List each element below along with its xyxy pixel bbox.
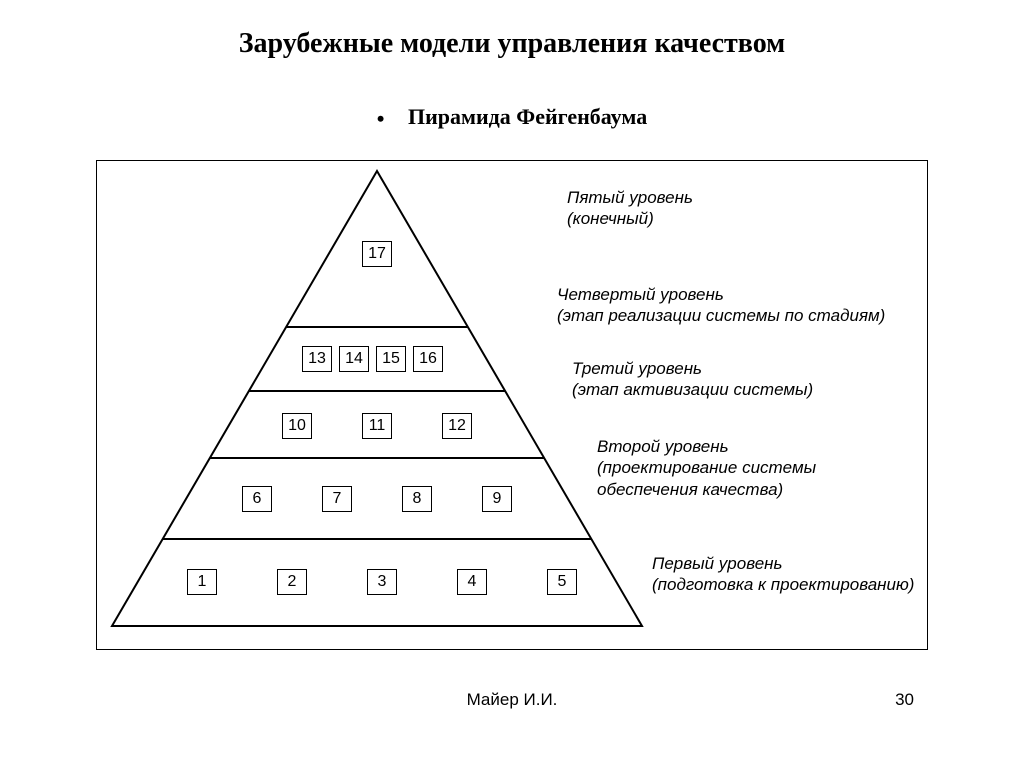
- pyramid-cell-2: 2: [277, 569, 307, 595]
- slide: Зарубежные модели управления качеством •…: [0, 0, 1024, 767]
- pyramid-cell-3: 3: [367, 569, 397, 595]
- subtitle-row: • Пирамида Фейгенбаума: [0, 104, 1024, 132]
- bullet-icon: •: [377, 106, 385, 132]
- pyramid-cell-7: 7: [322, 486, 352, 512]
- level-note: (этап реализации системы по стадиям): [557, 305, 885, 326]
- footer-author: Майер И.И.: [0, 690, 1024, 710]
- footer-page-number: 30: [895, 690, 914, 710]
- level-title: Первый уровень: [652, 553, 914, 574]
- diagram-frame: 1713141516101112678912345 Пятый уровень(…: [96, 160, 928, 650]
- level-note: обеспечения качества): [597, 479, 816, 500]
- pyramid-cell-5: 5: [547, 569, 577, 595]
- level-note: (проектирование системы: [597, 457, 816, 478]
- pyramid-cell-10: 10: [282, 413, 312, 439]
- pyramid-cell-16: 16: [413, 346, 443, 372]
- level-title: Второй уровень: [597, 436, 816, 457]
- pyramid-cell-1: 1: [187, 569, 217, 595]
- pyramid-cell-11: 11: [362, 413, 392, 439]
- page-title: Зарубежные модели управления качеством: [0, 28, 1024, 60]
- pyramid-triangle: [112, 171, 642, 626]
- level-label-level1: Первый уровень(подготовка к проектирован…: [652, 553, 914, 596]
- pyramid-cell-6: 6: [242, 486, 272, 512]
- pyramid-cell-9: 9: [482, 486, 512, 512]
- level-label-level3: Третий уровень(этап активизации системы): [572, 358, 813, 401]
- level-label-level4: Четвертый уровень(этап реализации систем…: [557, 284, 885, 327]
- level-title: Пятый уровень: [567, 187, 693, 208]
- level-note: (подготовка к проектированию): [652, 574, 914, 595]
- pyramid-cell-17: 17: [362, 241, 392, 267]
- level-title: Четвертый уровень: [557, 284, 885, 305]
- pyramid-cell-15: 15: [376, 346, 406, 372]
- pyramid-cell-13: 13: [302, 346, 332, 372]
- pyramid-cell-14: 14: [339, 346, 369, 372]
- level-note: (конечный): [567, 208, 693, 229]
- level-title: Третий уровень: [572, 358, 813, 379]
- pyramid-cell-8: 8: [402, 486, 432, 512]
- subtitle-text: Пирамида Фейгенбаума: [408, 104, 647, 129]
- level-label-level5: Пятый уровень(конечный): [567, 187, 693, 230]
- pyramid-cell-12: 12: [442, 413, 472, 439]
- pyramid-cell-4: 4: [457, 569, 487, 595]
- level-note: (этап активизации системы): [572, 379, 813, 400]
- level-label-level2: Второй уровень(проектирование системыобе…: [597, 436, 816, 500]
